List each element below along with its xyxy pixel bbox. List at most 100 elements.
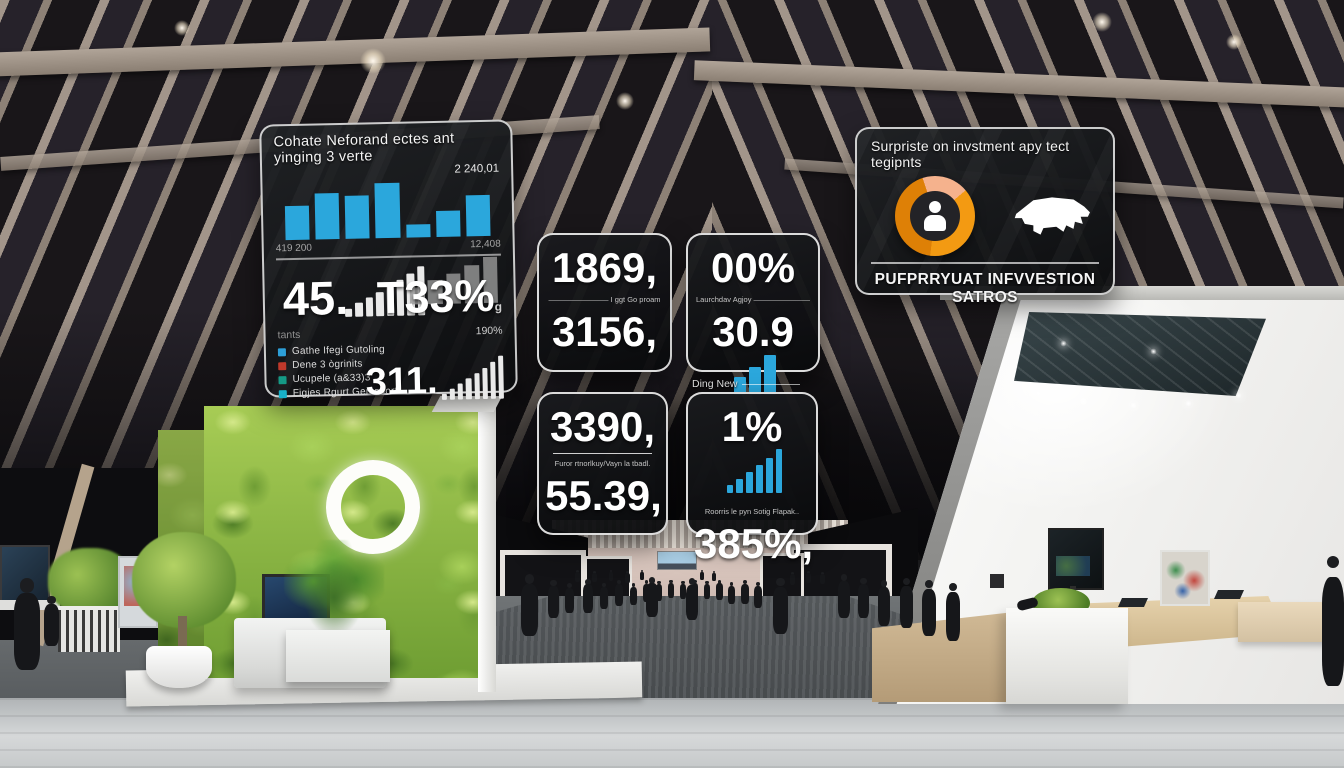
bar-chart [274,178,500,241]
person-head [631,583,636,587]
person-silhouette [548,580,559,618]
card-caption: Roorris le pyn Sotig Flapak.. [704,506,800,516]
person-silhouette [700,570,704,580]
person-body [922,588,936,636]
person-body [575,571,580,582]
person-silhouette [646,577,658,617]
person-silhouette [754,582,762,608]
person-head [990,574,1004,588]
bar [765,458,773,494]
stat-value-t33-group: T33%g [376,256,502,323]
spotlight [1130,402,1137,409]
person-silhouette [838,574,850,618]
person-head [776,578,785,587]
person-body [592,572,597,582]
donut-hole [910,191,960,241]
stat-value-t33: T33%g [376,270,502,323]
stat-value-311: 311. [365,360,439,404]
card-caption: ———————— I ggt Go proam [548,295,661,305]
person-arm [1015,596,1039,612]
person-body [521,583,538,636]
person-head [566,583,572,589]
plant-wall-frame [478,404,496,692]
person-head [729,582,734,586]
bar [355,303,363,317]
person-head [925,580,933,588]
person-body [806,572,811,583]
person-body [44,604,59,646]
person-head [700,570,704,573]
bar [374,182,401,239]
person-silhouette [704,581,710,599]
legend-swatch [277,347,287,356]
person-head [688,578,696,585]
card-bottom-text: 30.9 [712,308,794,356]
person-silhouette [773,578,788,634]
spotlight [1060,340,1067,347]
person-silhouette [741,580,749,604]
palm-planter [286,630,390,682]
person-body [609,571,613,581]
card-bottom-value: 30.9 [694,309,812,403]
stat-value-45: 45. [282,270,349,326]
person-silhouette [712,571,716,581]
person-body [583,584,593,613]
spotlight [1080,398,1087,405]
legend-swatch [278,389,287,398]
palm-plant [284,540,384,644]
person-body [773,586,788,634]
stat-card-3390: 3390, Furor rtnorlkuy/Vayn la tbadl. 55.… [537,392,668,535]
person-silhouette [44,596,59,646]
tree-trunk [178,616,187,656]
stat-card-00pct: 00% Laurchdav Agjoy ———————— 30.9 [686,233,820,395]
person-silhouette [600,583,608,609]
card-label-text: Ding New [692,378,738,390]
person-head [880,580,888,587]
left-booth-planter [58,606,120,652]
person-silhouette [615,580,623,606]
person-body [741,583,749,604]
person-head [840,574,848,581]
bar [473,373,480,400]
person-head [47,596,56,605]
bar [449,388,456,400]
display-content [1056,556,1090,576]
person-head [657,581,661,585]
person-body [625,572,630,583]
person-body [548,586,559,618]
mini-bar-chart [726,449,783,494]
person-head [949,583,957,591]
bar [736,479,744,494]
person-head [609,570,613,573]
person-silhouette [790,572,795,585]
person-silhouette [565,583,574,613]
person-head [593,571,596,574]
card-caption: Laurchdav Agjoy ———————— [696,295,810,305]
person-head [626,571,629,574]
person-silhouette [14,578,40,670]
person-silhouette [806,571,811,583]
right-booth-display [1048,528,1104,590]
person-body [946,592,960,641]
person-body [680,583,686,599]
person-head [681,581,685,585]
person-silhouette [1322,556,1344,686]
person-silhouette [820,572,825,584]
person-head [821,572,824,575]
bar [345,308,353,317]
bar [465,378,472,400]
person-body [14,592,40,670]
person-body [878,587,890,626]
card-divider [553,453,652,455]
card-bottom-value: 385%, [694,519,814,567]
person-silhouette [575,570,580,582]
panel-title: Surpriste on invstment apy tect tegipnts [871,138,1070,170]
person-head [791,572,794,575]
person-silhouette [878,580,890,626]
person-body [630,586,637,605]
potted-tree [132,532,236,628]
person-body [704,583,710,599]
person-body [615,584,623,606]
person-head [644,580,649,584]
person-body [712,572,716,581]
